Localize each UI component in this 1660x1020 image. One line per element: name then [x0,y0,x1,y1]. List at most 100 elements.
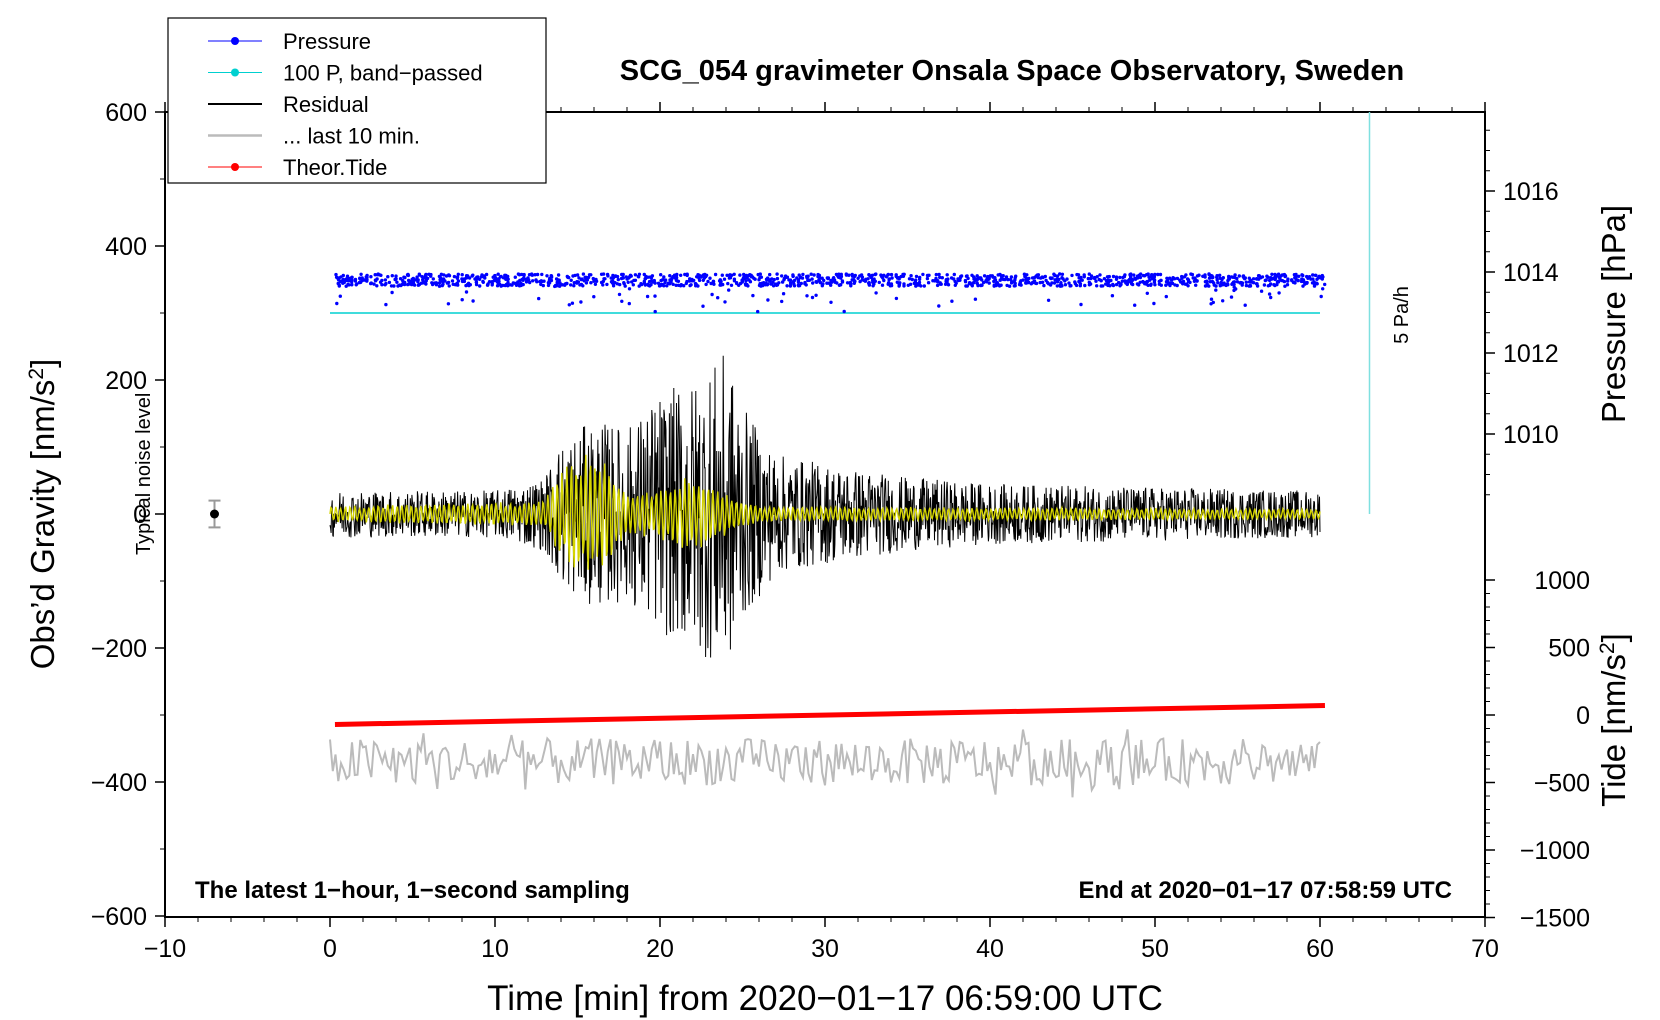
pressure-point [887,277,891,281]
pressure-point [999,283,1003,287]
pressure-point [1094,279,1098,283]
pressure-point [668,282,672,286]
pressure-point [431,277,435,281]
pressure-point [1158,272,1163,277]
pressure-point [895,280,899,284]
pressure-point [1118,284,1122,288]
pressure-point [690,277,694,282]
pressure-point [577,276,581,280]
pressure-point [894,273,898,277]
pressure-point [611,276,615,280]
pressure-point [674,283,678,287]
pressure-point [744,279,748,283]
legend-label: Residual [283,92,369,117]
pressure-point [738,273,742,277]
pressure-point [1168,281,1172,285]
pressure-point [624,275,628,279]
pressure-point [757,278,761,282]
pressure-point [575,273,580,277]
pressure-point [1153,283,1157,287]
pressure-point [925,276,930,281]
rate-label: 5 Pa/h [1391,286,1413,344]
pressure-point [1312,284,1317,288]
x-tick-label: 0 [323,935,337,963]
pressure-point [556,278,560,282]
pressure-point [1131,282,1135,287]
pressure-point [493,276,498,280]
pressure-point [1194,283,1198,287]
pressure-point [415,275,419,279]
pressure-point [1315,282,1319,286]
pressure-point [1205,282,1209,286]
pressure-point [592,279,596,283]
pressure-series [334,272,1327,314]
pressure-point [814,293,818,297]
pressure-point [460,277,464,281]
pressure-point [623,284,627,288]
pressure-point [1021,278,1025,282]
pressure-point [1052,281,1057,285]
pressure-point [889,272,894,277]
pressure-point [519,283,523,288]
pressure-point [979,276,983,280]
pressure-point [358,276,362,281]
pressure-point [711,279,716,284]
pressure-point [592,295,596,299]
pressure-point [781,292,786,296]
pressure-point [1205,279,1209,283]
pressure-point [908,282,913,286]
pressure-point [796,283,801,287]
pressure-point [921,272,925,277]
pressure-point [1270,277,1275,281]
pressure-point [914,274,919,279]
pressure-point [627,301,631,306]
pressure-point [848,281,852,285]
pressure-point [1267,278,1272,283]
pressure-point [1233,275,1237,280]
pressure-point [1063,283,1068,287]
pressure-point [627,287,632,291]
pressure-point [880,283,885,287]
pressure-point [1116,280,1121,285]
pressure-point [347,279,351,283]
pressure-point [1026,280,1031,285]
pressure-point [971,281,975,285]
pressure-point [583,275,587,280]
pressure-point [1010,280,1014,284]
pressure-point [1159,278,1163,283]
pressure-point [938,282,942,286]
pressure-point [345,274,350,278]
pressure-point [572,281,576,285]
pressure-point [642,281,647,285]
pressure-point [820,284,824,288]
pressure-point [1013,281,1017,285]
pressure-point [811,281,815,285]
pressure-point [1156,272,1160,277]
pressure-point [752,276,756,280]
pressure-point [964,284,968,288]
pressure-point [950,299,954,303]
pressure-point [1232,280,1237,284]
pressure-point [772,277,776,282]
pressure-point [589,281,593,285]
pressure-point [1221,299,1225,303]
pressure-point [1060,276,1064,280]
pressure-point [1098,273,1102,277]
pressure-point [1087,272,1092,276]
pressure-point [940,276,944,280]
pressure-point [873,272,877,277]
pressure-point [696,273,700,277]
pressure-point [430,282,435,287]
pressure-point [763,282,768,286]
pressure-point [1077,279,1081,284]
pressure-point [886,272,891,277]
pressure-point [936,280,940,284]
pressure-point [605,282,609,287]
pressure-point [631,283,635,287]
pressure-point [386,275,390,279]
pressure-point [406,278,411,283]
pressure-point [484,272,489,277]
pressure-point [1048,283,1053,287]
x-tick-label: 60 [1306,935,1334,963]
pressure-point [389,284,394,288]
